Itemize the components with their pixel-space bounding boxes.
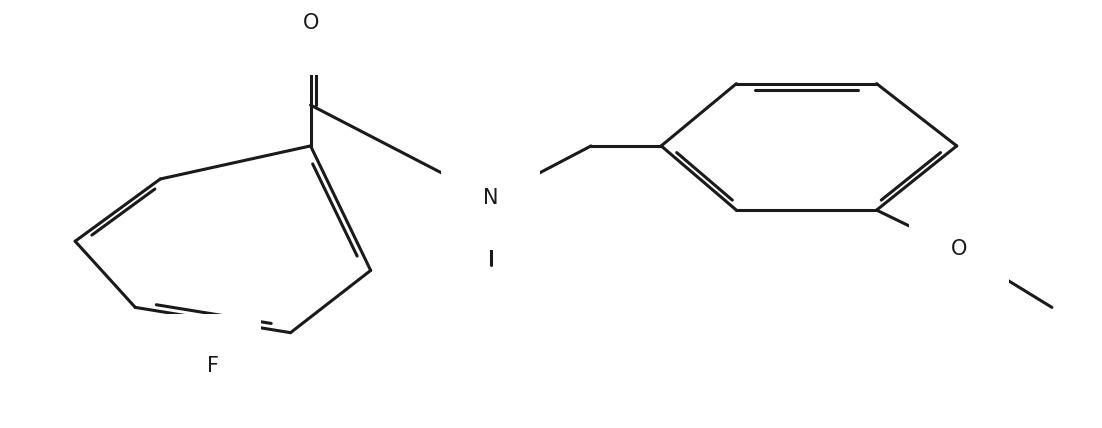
Text: O: O (951, 239, 966, 259)
Text: O: O (302, 13, 318, 33)
Text: N: N (483, 188, 498, 208)
Text: F: F (207, 356, 219, 376)
